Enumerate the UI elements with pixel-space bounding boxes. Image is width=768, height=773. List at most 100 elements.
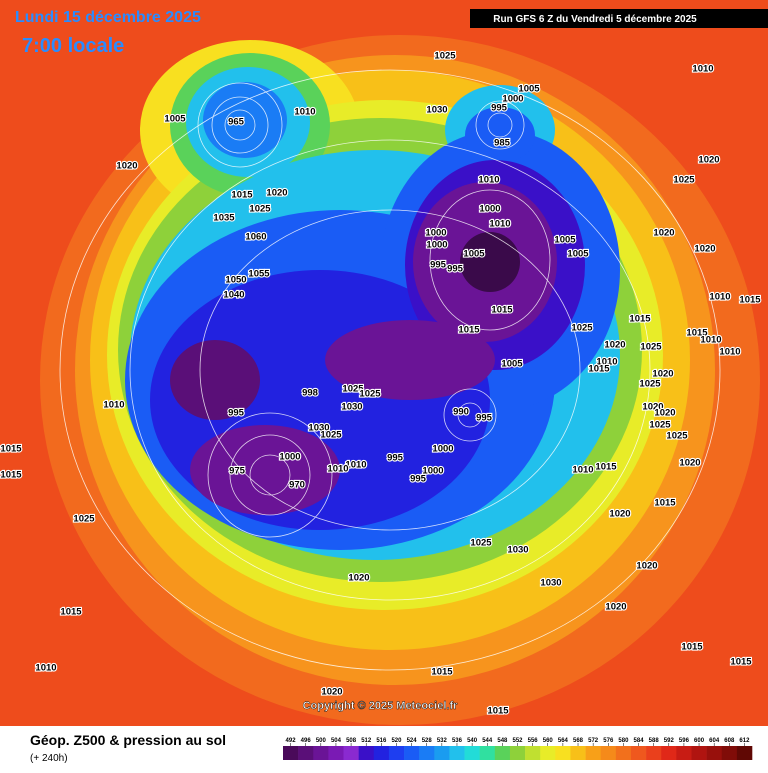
pressure-label: 1010 [489, 219, 510, 230]
colorbar-swatch [706, 746, 723, 760]
pressure-label: 1015 [458, 325, 480, 336]
pressure-label: 1025 [571, 323, 593, 334]
pressure-label: 1015 [491, 305, 513, 316]
colorbar-tick-label: 492 [286, 738, 297, 744]
colorbar-swatch [540, 746, 556, 760]
pressure-label: 1025 [359, 389, 381, 400]
pressure-label: 1010 [719, 347, 740, 358]
pressure-label: 1030 [308, 423, 329, 434]
pressure-label: 1025 [73, 514, 95, 525]
colorbar-swatch [630, 746, 647, 760]
colorbar-tick-label: 560 [543, 738, 554, 744]
pressure-label: 995 [387, 453, 404, 464]
pressure-label: 1005 [567, 249, 589, 260]
pressure-label: 1025 [342, 384, 364, 395]
pressure-label: 1020 [698, 155, 719, 166]
pressure-label: 1010 [478, 175, 499, 186]
colorbar-tick-label: 548 [497, 738, 508, 744]
colorbar-tick-label: 508 [346, 738, 357, 744]
colorbar-tick-label: 564 [558, 738, 569, 744]
pressure-label: 1020 [653, 228, 674, 239]
colorbar-swatch [525, 746, 541, 760]
colorbar-swatch [585, 746, 602, 760]
pressure-label: 995 [410, 474, 427, 485]
pressure-label: 1000 [422, 466, 443, 477]
colorbar-swatch [404, 746, 420, 760]
pressure-label: 1030 [540, 578, 561, 589]
colorbar-tick-label: 592 [664, 738, 675, 744]
pressure-label: 1020 [654, 408, 675, 419]
colorbar-tick-label: 556 [528, 738, 539, 744]
colorbar-swatch [283, 746, 299, 760]
colorbar-tick-label: 604 [709, 738, 720, 744]
copyright: Copyright © 2025 Meteociel.fr [303, 700, 459, 712]
pressure-label: 1020 [604, 340, 625, 351]
pressure-label: 995 [228, 408, 245, 419]
colorbar-swatch [555, 746, 571, 760]
pressure-label: 1015 [686, 328, 708, 339]
pressure-label: 1020 [116, 161, 137, 172]
pressure-label: 1020 [694, 244, 715, 255]
pressure-label: 1015 [231, 190, 253, 201]
pressure-label: 1020 [636, 561, 657, 572]
colorbar-tick-label: 584 [634, 738, 645, 744]
pressure-label: 1005 [554, 235, 576, 246]
pressure-label: 1015 [60, 607, 82, 618]
colorbar-tick-label: 532 [437, 738, 448, 744]
pressure-label: 1015 [0, 470, 22, 481]
pressure-label: 1010 [345, 460, 366, 471]
pressure-label: 1025 [249, 204, 271, 215]
pressure-label: 995 [447, 264, 464, 275]
pressure-label: 1025 [649, 420, 671, 431]
colorbar: 492 496 500 504 508 512 516 520 524 528 532 536 540 5… [283, 738, 753, 760]
pressure-label: 975 [229, 466, 246, 477]
pressure-label: 1025 [639, 379, 661, 390]
pressure-label: 1050 [225, 275, 246, 286]
pressure-label: 1015 [739, 295, 761, 306]
pressure-label: 1005 [463, 249, 485, 260]
colorbar-tick-label: 552 [512, 738, 523, 744]
pressure-label: 1025 [434, 51, 456, 62]
colorbar-swatch [600, 746, 617, 760]
pressure-label: 1025 [320, 430, 342, 441]
colorbar-swatch [479, 746, 496, 760]
colorbar-tick-label: 516 [376, 738, 387, 744]
pressure-label: 1010 [35, 663, 56, 674]
pressure-label: 995 [491, 103, 508, 114]
colorbar-swatch [419, 746, 435, 760]
pressure-label: 1020 [348, 573, 369, 584]
forecast-date: Lundi 15 décembre 2025 [15, 9, 201, 26]
colorbar-tick-label: 528 [422, 738, 433, 744]
pressure-label: 1000 [502, 94, 523, 105]
pressure-label: 1010 [596, 357, 617, 368]
colorbar-swatch [691, 746, 707, 760]
colorbar-tick-label: 504 [331, 738, 342, 744]
pressure-label: 1030 [341, 402, 362, 413]
colorbar-tick-label: 588 [649, 738, 660, 744]
pressure-label: 1015 [629, 314, 651, 325]
pressure-label: 1030 [507, 545, 528, 556]
colorbar-tick-label: 612 [739, 738, 750, 744]
pressure-label: 995 [430, 260, 447, 271]
pressure-label: 1000 [432, 444, 453, 455]
run-box [470, 9, 768, 28]
pressure-label: 1000 [479, 204, 500, 215]
pressure-label: 1020 [605, 602, 626, 613]
colorbar-tick-label: 596 [679, 738, 690, 744]
pressure-label: 1000 [279, 452, 300, 463]
colorbar-swatch [509, 746, 526, 760]
colorbar-tick-label: 580 [618, 738, 629, 744]
colorbar-swatch [313, 746, 329, 760]
colorbar-swatch [449, 746, 465, 760]
pressure-label: 1015 [0, 444, 22, 455]
pressure-label: 1010 [294, 107, 315, 118]
pressure-label: 1010 [572, 465, 593, 476]
pressure-label: 1015 [730, 657, 752, 668]
pressure-label: 990 [453, 407, 469, 418]
colorbar-tick-label: 500 [316, 738, 327, 744]
pressure-label: 1015 [595, 462, 617, 473]
pressure-label: 1015 [654, 498, 676, 509]
pressure-label: 1055 [248, 269, 270, 280]
